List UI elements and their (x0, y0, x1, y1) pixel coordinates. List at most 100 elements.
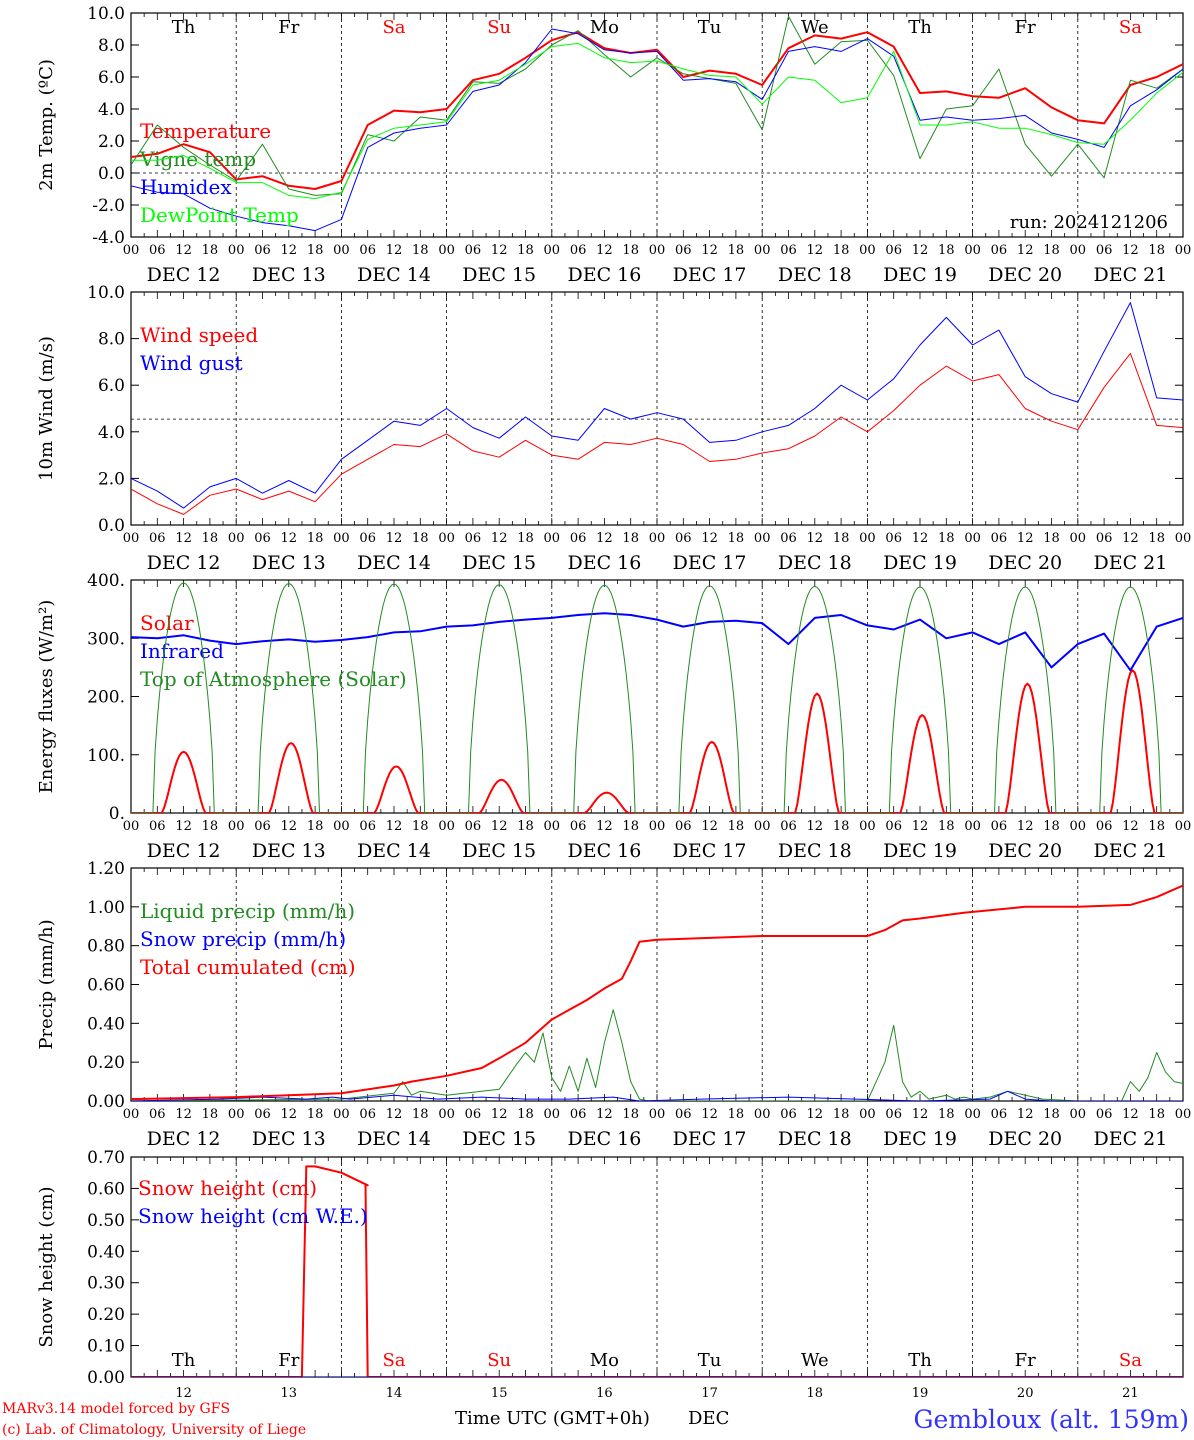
date-label: DEC 12 (147, 264, 221, 286)
hour-tick-label: 06 (885, 819, 902, 834)
hour-tick-label: 12 (912, 531, 929, 546)
hour-tick-label: 00 (438, 1107, 455, 1122)
chart-panel-1: -4.0 -2.0 0.0 2.0 4.0 6.0 8.0 10.0 2m Temp. (ºC)… (36, 4, 1191, 286)
y-tick-label: 4.0 (98, 100, 125, 120)
date-label: DEC 13 (252, 840, 326, 862)
day-label: Mo (590, 1350, 619, 1371)
day-label: Sa (382, 17, 405, 38)
hour-tick-label: 18 (307, 243, 324, 258)
hour-tick-label: 12 (701, 531, 718, 546)
hour-tick-label: 06 (780, 1107, 797, 1122)
hour-tick-label: 00 (964, 819, 981, 834)
y-tick-label: 100. (87, 746, 125, 766)
hour-tick-label: 06 (359, 819, 376, 834)
hour-tick-label: 18 (412, 243, 429, 258)
station-name: Gembloux (alt. 159m) (914, 1405, 1189, 1434)
hour-tick-label: 00 (1070, 243, 1087, 258)
hour-tick-label: 00 (333, 819, 350, 834)
day-label: We (801, 1350, 829, 1371)
day-label: Sa (382, 1350, 405, 1371)
date-label: DEC 19 (883, 1128, 957, 1150)
hour-tick-label: 06 (780, 531, 797, 546)
date-label: DEC 16 (567, 552, 641, 574)
y-axis-label: Snow height (cm) (36, 1186, 57, 1347)
legend-entry: Top of Atmosphere (Solar) (140, 667, 407, 691)
date-label: DEC 14 (357, 264, 431, 286)
hour-tick-label: 18 (938, 531, 955, 546)
y-tick-label: 0.10 (87, 1337, 125, 1357)
hour-tick-label: 12 (491, 819, 508, 834)
hour-tick-label: 12 (807, 819, 824, 834)
hour-tick-label: 00 (123, 243, 140, 258)
hour-tick-label: 06 (149, 243, 166, 258)
series-line-snow-precip-mm-h- (131, 1090, 1183, 1101)
hour-tick-label: 00 (123, 531, 140, 546)
hour-tick-label: 12 (596, 243, 613, 258)
day-label: Tu (698, 17, 722, 38)
hour-tick-label: 12 (701, 1107, 718, 1122)
day-label: Fr (1015, 1350, 1036, 1371)
hour-tick-label: 06 (254, 531, 271, 546)
date-label: DEC 17 (673, 264, 747, 286)
date-label: DEC 19 (883, 552, 957, 574)
hour-tick-label: 18 (517, 531, 534, 546)
y-tick-label: 0.00 (87, 1368, 125, 1388)
series-line-wind-gust (131, 302, 1183, 509)
hour-tick-label: 06 (254, 243, 271, 258)
hour-tick-label: 06 (675, 531, 692, 546)
y-tick-label: 0.70 (87, 1148, 125, 1168)
date-label: DEC 15 (462, 840, 536, 862)
hour-tick-label: 00 (649, 531, 666, 546)
y-tick-label: 400. (87, 571, 125, 591)
hour-tick-label: 00 (1070, 531, 1087, 546)
hour-tick-label: 00 (754, 819, 771, 834)
hour-tick-label: 18 (1148, 243, 1165, 258)
day-label: Su (487, 17, 511, 38)
y-axis-label: Precip (mm/h) (36, 919, 57, 1049)
bottom-date-number: 21 (1122, 1386, 1139, 1401)
hour-tick-label: 00 (123, 819, 140, 834)
hour-tick-label: 18 (202, 531, 219, 546)
hour-tick-label: 12 (386, 819, 403, 834)
hour-tick-label: 06 (991, 819, 1008, 834)
series-line-solar (131, 669, 1183, 813)
hour-tick-label: 12 (912, 819, 929, 834)
hour-tick-label: 12 (281, 531, 298, 546)
date-label: DEC 18 (778, 840, 852, 862)
date-label: DEC 16 (567, 1128, 641, 1150)
date-label: DEC 14 (357, 1128, 431, 1150)
hour-tick-label: 12 (175, 531, 192, 546)
series-line-humidex (131, 28, 1183, 232)
day-label: Fr (278, 1350, 299, 1371)
hour-tick-label: 06 (465, 531, 482, 546)
bottom-date-number: 20 (1017, 1386, 1034, 1401)
hour-tick-label: 06 (675, 819, 692, 834)
hour-tick-label: 18 (1148, 819, 1165, 834)
y-tick-label: 200. (87, 688, 125, 708)
hour-tick-label: 00 (754, 1107, 771, 1122)
date-label: DEC 12 (147, 552, 221, 574)
hour-tick-label: 00 (754, 531, 771, 546)
legend-entry: Wind gust (140, 351, 243, 375)
hour-tick-label: 12 (175, 819, 192, 834)
y-tick-label: 10.0 (87, 283, 125, 303)
hour-tick-label: 06 (465, 1107, 482, 1122)
date-label: DEC 20 (988, 1128, 1062, 1150)
hour-tick-label: 06 (1096, 819, 1113, 834)
hour-tick-label: 18 (1148, 531, 1165, 546)
hour-tick-label: 00 (228, 819, 245, 834)
legend-entry: Snow height (cm) (138, 1176, 317, 1200)
date-label: DEC 20 (988, 264, 1062, 286)
hour-tick-label: 00 (649, 1107, 666, 1122)
y-tick-label: 1.20 (87, 859, 125, 879)
y-tick-label: 0.30 (87, 1274, 125, 1294)
hour-tick-label: 06 (149, 531, 166, 546)
legend-entry: Temperature (140, 119, 271, 143)
day-label: We (801, 17, 829, 38)
hour-tick-label: 06 (465, 819, 482, 834)
hour-tick-label: 12 (386, 1107, 403, 1122)
date-label: DEC 17 (673, 1128, 747, 1150)
hour-tick-label: 06 (149, 1107, 166, 1122)
y-tick-label: 1.00 (87, 898, 125, 918)
hour-tick-label: 00 (1175, 819, 1192, 834)
